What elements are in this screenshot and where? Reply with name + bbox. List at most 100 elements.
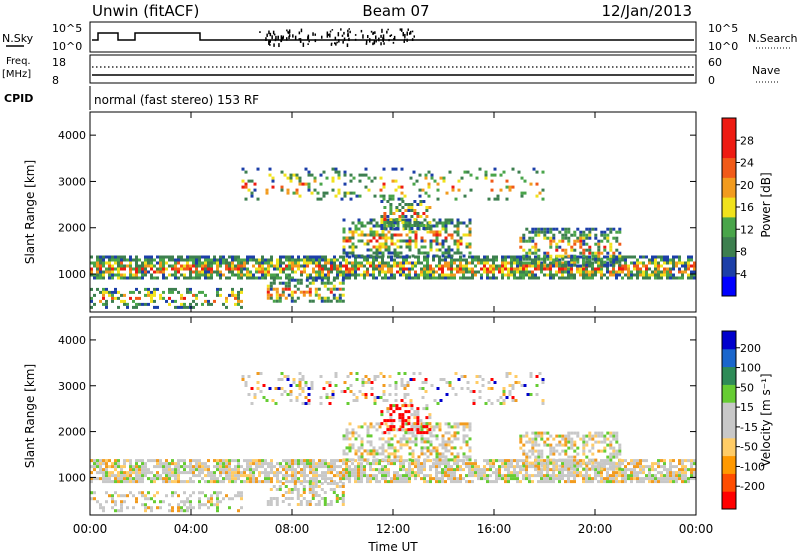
range-cell (609, 263, 613, 267)
range-cell (331, 188, 335, 192)
range-cell (615, 455, 619, 459)
range-cell (459, 255, 462, 259)
range-cell (555, 434, 559, 438)
range-cell (396, 428, 400, 432)
range-cell (222, 480, 225, 484)
range-cell (114, 503, 117, 507)
colorbar-tick-label: 20 (740, 179, 754, 192)
range-cell (401, 221, 405, 224)
range-cell (573, 461, 577, 465)
nsky-point (334, 36, 337, 41)
range-cell (537, 248, 541, 252)
range-cell (537, 471, 540, 475)
nsky-point (347, 32, 349, 36)
range-cell (231, 287, 234, 291)
range-cell (422, 227, 426, 230)
range-cell (288, 261, 291, 265)
range-cell (420, 261, 423, 265)
range-cell (549, 474, 552, 478)
range-cell (522, 267, 525, 271)
range-cell (435, 230, 439, 234)
range-cell (297, 462, 300, 466)
range-cell (383, 227, 387, 230)
range-cell (213, 255, 216, 259)
range-cell (342, 458, 346, 462)
range-cell (410, 224, 414, 227)
range-cell (204, 299, 207, 303)
range-cell (393, 477, 396, 481)
range-cell (392, 419, 396, 423)
range-cell (256, 381, 260, 384)
range-cell (141, 494, 144, 498)
range-cell (287, 281, 291, 285)
range-cell (129, 255, 132, 259)
range-cell (375, 224, 379, 228)
range-cell (585, 276, 588, 280)
range-cell (582, 254, 586, 258)
range-cell (528, 239, 532, 243)
range-cell (666, 276, 669, 280)
range-cell (425, 404, 429, 408)
range-cell (272, 278, 276, 282)
range-cell (576, 464, 580, 468)
range-cell (117, 465, 120, 469)
range-cell (558, 267, 561, 271)
range-cell (393, 462, 396, 466)
range-cell (543, 480, 546, 484)
range-cell (295, 176, 299, 180)
colorbar-segment (722, 157, 736, 178)
range-cell (338, 299, 342, 303)
range-cell (483, 258, 486, 262)
range-cell (249, 462, 252, 466)
range-cell (289, 176, 293, 180)
range-cell (276, 276, 279, 280)
range-cell (311, 488, 315, 491)
range-cell (231, 477, 234, 481)
range-cell (606, 270, 609, 274)
range-cell (555, 449, 559, 453)
range-cell (582, 459, 585, 463)
range-cell (105, 468, 108, 472)
range-cell (642, 255, 645, 259)
range-cell (462, 254, 466, 258)
range-cell (399, 239, 403, 243)
range-cell (266, 287, 270, 291)
range-cell (579, 437, 583, 441)
range-cell (315, 462, 318, 466)
range-cell (591, 434, 595, 438)
range-cell (511, 185, 515, 189)
range-cell (378, 264, 381, 268)
range-cell (275, 488, 279, 491)
nsky-point (337, 32, 340, 37)
range-cell (396, 264, 399, 268)
range-cell (435, 422, 439, 426)
range-cell (387, 458, 391, 462)
range-cell (600, 449, 604, 453)
range-cell (102, 270, 105, 274)
range-cell (363, 233, 367, 237)
range-cell (340, 197, 344, 201)
range-cell (345, 264, 348, 268)
range-cell (508, 393, 512, 396)
range-cell (153, 270, 156, 274)
range-cell (246, 465, 249, 469)
range-cell (102, 474, 105, 478)
range-cell (444, 255, 447, 259)
range-cell (253, 182, 257, 186)
nsky-point (411, 38, 414, 42)
range-cell (423, 458, 427, 462)
range-cell (276, 264, 279, 268)
range-cell (225, 264, 228, 268)
range-cell (297, 471, 300, 475)
range-cell (669, 477, 672, 481)
range-cell (413, 410, 417, 414)
range-cell (468, 425, 472, 429)
range-cell (198, 491, 201, 495)
range-cell (447, 254, 451, 258)
range-cell (275, 287, 279, 291)
range-cell (153, 290, 156, 294)
range-cell (357, 449, 361, 453)
range-cell (402, 480, 405, 484)
range-cell (522, 261, 525, 265)
